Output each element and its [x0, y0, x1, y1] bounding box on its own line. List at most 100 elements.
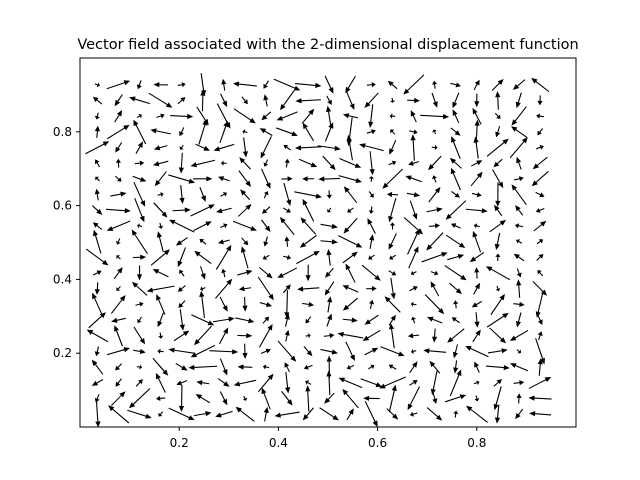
vector-arrow	[466, 405, 488, 423]
y-tick-label: 0.4	[53, 272, 72, 286]
vector-arrow	[364, 347, 379, 356]
vector-arrow	[190, 159, 216, 168]
vector-arrow	[494, 112, 501, 119]
vector-arrow	[368, 191, 374, 198]
vector-arrow	[389, 140, 397, 155]
vector-arrow	[213, 143, 235, 152]
vector-arrow	[342, 388, 359, 409]
vector-arrow	[453, 360, 459, 374]
vector-arrow	[473, 223, 480, 229]
vector-arrow	[135, 301, 144, 307]
vector-arrow	[535, 191, 545, 198]
vector-arrow	[129, 388, 151, 409]
vector-arrow	[389, 113, 396, 119]
vector-arrow	[107, 124, 130, 140]
vector-arrow	[364, 401, 378, 427]
vector-arrow	[432, 80, 438, 89]
vector-arrow	[423, 348, 447, 354]
vector-arrow	[212, 316, 235, 323]
vector-arrow	[387, 80, 398, 90]
vector-arrow	[219, 327, 229, 345]
vector-arrow	[536, 239, 544, 245]
vector-arrow	[284, 329, 290, 342]
vector-arrow	[515, 92, 522, 109]
vector-arrow	[91, 379, 104, 386]
vector-arrow	[465, 346, 489, 358]
vector-arrow	[273, 78, 301, 91]
vector-arrow	[285, 372, 291, 394]
vector-arrow	[86, 329, 109, 343]
vector-arrow	[260, 348, 271, 354]
vector-arrow	[472, 107, 482, 125]
vector-arrow	[359, 143, 384, 152]
vector-arrow	[92, 96, 103, 105]
vector-arrow	[303, 364, 313, 370]
vector-arrow	[241, 237, 249, 246]
vector-arrow	[176, 380, 188, 386]
vector-arrow	[390, 277, 396, 300]
vector-arrow	[516, 268, 522, 278]
vector-arrow	[450, 82, 461, 88]
vector-arrow	[91, 359, 104, 375]
vector-arrow	[170, 113, 194, 119]
vector-arrow	[168, 407, 195, 421]
vector-arrow	[155, 372, 166, 393]
vector-arrow	[320, 348, 338, 355]
vector-arrow	[384, 296, 401, 313]
vector-arrow	[537, 358, 543, 376]
vector-arrow	[388, 198, 397, 223]
vector-arrow	[215, 278, 233, 299]
vector-arrow	[409, 200, 418, 220]
vector-arrow	[262, 254, 270, 260]
vector-arrow	[368, 206, 374, 214]
vector-arrow	[295, 98, 321, 104]
vector-arrow	[152, 269, 169, 278]
vector-arrow	[218, 239, 230, 245]
vector-arrow	[177, 247, 186, 268]
vector-arrow	[529, 411, 552, 417]
vector-arrow	[346, 117, 353, 147]
vector-arrow	[115, 363, 123, 371]
vector-arrow	[323, 333, 335, 339]
vector-arrow	[486, 138, 509, 157]
vector-arrow	[535, 144, 544, 150]
vector-arrow	[432, 392, 438, 404]
vector-arrow	[345, 263, 356, 283]
vector-arrow	[150, 249, 170, 266]
vector-arrow	[217, 378, 230, 387]
vector-arrow	[259, 302, 273, 307]
vector-arrow	[325, 267, 334, 278]
vector-arrow	[173, 330, 190, 342]
vector-arrow	[535, 208, 545, 213]
vector-arrow	[407, 333, 420, 339]
vector-arrow	[263, 191, 269, 199]
vector-arrow	[302, 176, 315, 182]
vector-arrow	[261, 387, 271, 410]
vector-arrow	[305, 385, 311, 412]
vector-arrow	[515, 205, 524, 216]
vector-arrow	[284, 236, 290, 247]
vector-arrow	[343, 186, 358, 203]
vector-arrow	[178, 384, 185, 412]
vector-arrow	[261, 219, 271, 232]
vector-arrow	[368, 254, 375, 260]
vector-arrow	[283, 254, 292, 260]
vector-arrow	[474, 312, 480, 328]
vector-arrow	[494, 204, 503, 217]
vector-arrow	[389, 222, 396, 230]
vector-arrow	[115, 142, 123, 153]
vector-arrow	[179, 309, 185, 331]
vector-arrow	[94, 346, 100, 357]
vector-arrow	[106, 220, 131, 231]
vector-arrow	[106, 208, 131, 214]
vector-arrow	[232, 220, 257, 231]
vector-arrow	[326, 355, 332, 379]
vector-arrow	[131, 229, 148, 254]
vector-arrow	[237, 333, 253, 339]
vector-arrow	[409, 411, 418, 417]
vector-arrow	[322, 155, 336, 171]
vector-arrow	[495, 126, 501, 138]
vector-arrow	[239, 157, 251, 170]
vector-arrow	[158, 332, 164, 339]
vector-arrow	[430, 270, 439, 276]
